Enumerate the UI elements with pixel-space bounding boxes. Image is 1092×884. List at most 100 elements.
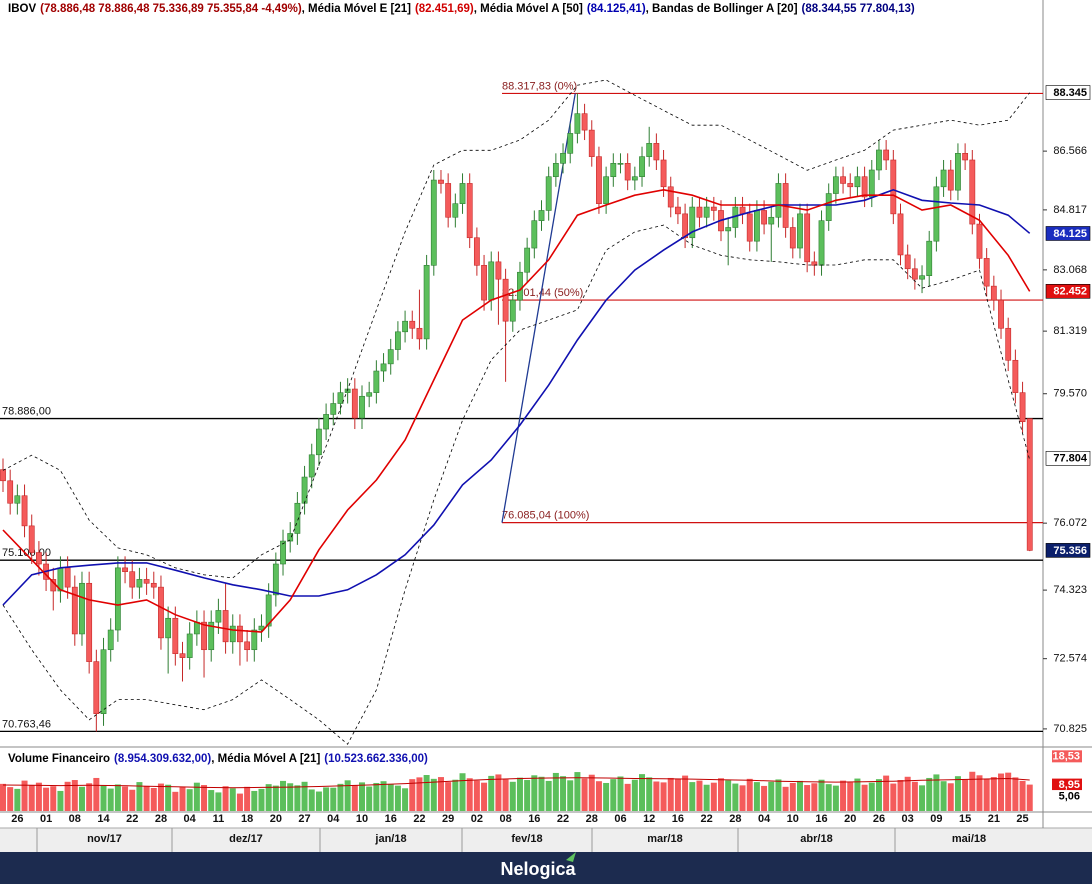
volume-bar xyxy=(840,780,847,811)
candle-body xyxy=(667,186,674,208)
volume-bar xyxy=(236,793,243,811)
volume-bar xyxy=(502,779,509,811)
volume-bar xyxy=(57,790,64,811)
candle-body xyxy=(868,169,875,198)
x-tick-label: 04 xyxy=(758,813,771,825)
candle-body xyxy=(237,625,243,643)
volume-bar xyxy=(811,783,818,811)
y-tick-label: 70.825 xyxy=(1053,723,1087,735)
volume-bar xyxy=(416,777,423,811)
candle-body xyxy=(646,143,653,157)
candle-body xyxy=(524,247,531,273)
volume-label: 5,06 xyxy=(1059,790,1080,802)
volume-bar xyxy=(617,776,624,811)
x-tick-label: 11 xyxy=(213,813,225,825)
candle-body xyxy=(280,540,286,565)
volume-ma-line xyxy=(2,777,1030,789)
candle-body xyxy=(251,629,258,651)
volume-bar xyxy=(445,782,452,811)
volume-bar xyxy=(208,790,215,811)
candle-body xyxy=(703,206,710,218)
volume-bar xyxy=(265,784,272,811)
candle-body xyxy=(789,227,796,249)
indicator-line xyxy=(2,188,1031,606)
candle-body xyxy=(768,216,775,225)
candle-body xyxy=(552,163,559,178)
footer-brand: Nelogica xyxy=(500,859,576,879)
volume-bar xyxy=(1019,780,1026,811)
candle-body xyxy=(208,621,215,651)
price-marker-label: 82.452 xyxy=(1053,286,1087,298)
candle-body xyxy=(1019,392,1026,423)
candle-body xyxy=(366,392,373,397)
volume-bar xyxy=(552,772,559,811)
month-row xyxy=(0,828,1092,852)
fib-label: 76.085,04 (100%) xyxy=(502,510,589,522)
x-tick-label: 09 xyxy=(930,813,942,825)
volume-bar xyxy=(430,778,437,811)
volume-bar xyxy=(646,777,653,811)
candle-body xyxy=(416,327,423,340)
month-label: mai/18 xyxy=(952,833,986,845)
candle-body xyxy=(804,213,811,263)
candle-body xyxy=(387,349,394,365)
volume-bar xyxy=(165,784,172,811)
volume-bar xyxy=(481,782,488,811)
volume-bar xyxy=(861,784,868,811)
candle-body xyxy=(983,258,990,287)
header-part: , Média Móvel A [21] xyxy=(211,753,321,765)
volume-bar xyxy=(890,783,897,811)
volume-bar xyxy=(868,782,875,811)
indicator-line xyxy=(2,188,1031,633)
candle-body xyxy=(1005,327,1012,361)
header-part: IBOV xyxy=(8,3,37,15)
candle-body xyxy=(567,133,574,154)
candle-body xyxy=(753,210,760,242)
volume-bar xyxy=(531,775,538,811)
x-tick-label: 04 xyxy=(327,813,340,825)
volume-bar xyxy=(560,776,567,811)
volume-bar xyxy=(359,782,365,811)
volume-bar xyxy=(998,773,1005,811)
volume-bar xyxy=(789,782,796,811)
header-part: , Média Móvel A [50] xyxy=(473,3,583,15)
candle-body xyxy=(588,129,595,157)
candle-body xyxy=(883,149,890,161)
candle-body xyxy=(682,213,688,239)
candle-body xyxy=(832,176,839,194)
volume-bar xyxy=(782,786,789,811)
header-part: (84.125,41) xyxy=(586,3,646,15)
y-tick-label: 72.574 xyxy=(1053,653,1087,665)
volume-bar xyxy=(947,783,954,811)
volume-bar xyxy=(272,785,279,811)
price-marker xyxy=(1045,226,1091,241)
candle-body xyxy=(179,653,186,658)
candle-body xyxy=(14,495,21,504)
candle-body xyxy=(409,320,416,329)
volume-bar xyxy=(136,782,143,811)
candle-body xyxy=(122,567,128,572)
candle-body xyxy=(495,261,502,280)
volume-bar xyxy=(875,779,882,811)
month-label: nov/17 xyxy=(87,833,122,845)
x-tick-label: 06 xyxy=(614,813,626,825)
candle-body xyxy=(459,183,466,204)
candle-body xyxy=(675,206,681,215)
candle-body xyxy=(825,193,832,221)
volume-bar xyxy=(71,780,78,811)
volume-header: Volume Financeiro (8.954.309.632,00), Méd… xyxy=(8,753,428,765)
candle-body xyxy=(631,176,638,181)
y-tick-label: 74.323 xyxy=(1053,584,1087,596)
header-part: (78.886,48 78.886,48 75.336,89 75.355,84… xyxy=(40,3,302,15)
x-tick-label: 26 xyxy=(11,813,23,825)
volume-bar xyxy=(825,784,832,811)
volume-bar xyxy=(746,778,753,811)
candle-body xyxy=(107,629,114,651)
header-part: Volume Financeiro xyxy=(8,753,111,765)
candle-body xyxy=(933,186,940,242)
candle-body xyxy=(955,153,961,191)
candle-body xyxy=(998,299,1004,329)
volume-bar xyxy=(674,778,681,811)
